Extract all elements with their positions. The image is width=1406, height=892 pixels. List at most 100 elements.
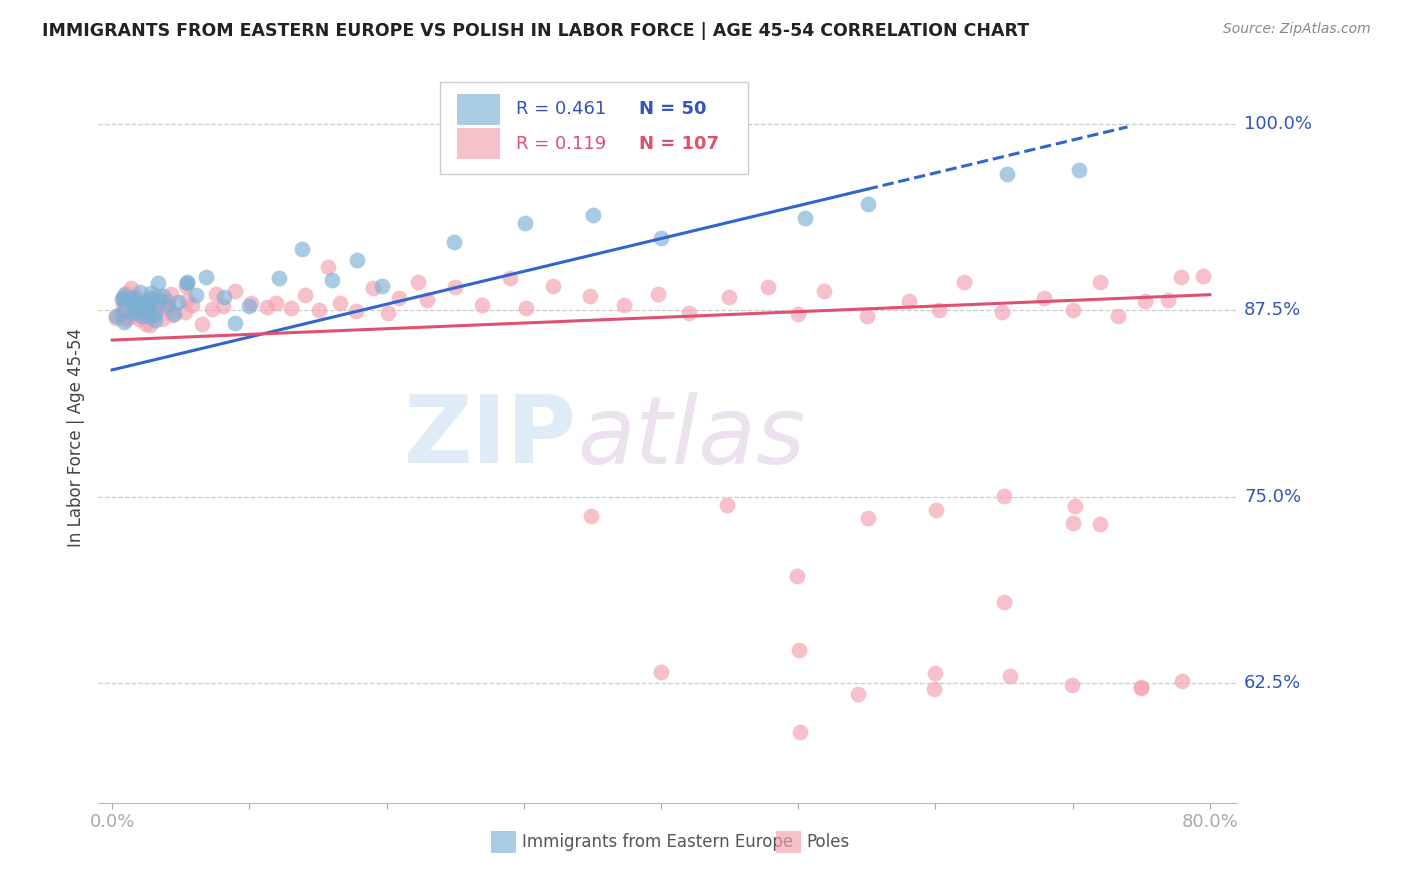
Text: IMMIGRANTS FROM EASTERN EUROPE VS POLISH IN LABOR FORCE | AGE 45-54 CORRELATION : IMMIGRANTS FROM EASTERN EUROPE VS POLISH… [42, 22, 1029, 40]
Point [138, 309, 160, 323]
Point [1129, 681, 1152, 695]
Point [148, 301, 170, 315]
Point [143, 312, 166, 326]
Point [1107, 309, 1129, 323]
Point [162, 307, 184, 321]
FancyBboxPatch shape [457, 128, 501, 159]
Point [541, 279, 564, 293]
Text: R = 0.461: R = 0.461 [516, 101, 606, 119]
Point [127, 297, 149, 311]
Point [152, 289, 174, 303]
Point [650, 231, 672, 245]
Point [150, 311, 173, 326]
Point [138, 303, 160, 318]
Point [167, 295, 190, 310]
Point [1062, 303, 1084, 318]
Point [212, 300, 235, 314]
Point [1171, 673, 1194, 688]
Point [371, 279, 394, 293]
Point [114, 285, 136, 300]
Point [128, 285, 150, 299]
Point [239, 296, 262, 310]
Point [998, 669, 1021, 683]
Point [105, 311, 128, 326]
Point [143, 301, 166, 316]
Point [991, 305, 1014, 319]
Point [613, 298, 636, 312]
Point [115, 312, 138, 326]
Point [993, 489, 1015, 503]
Point [146, 298, 169, 312]
Point [1062, 516, 1084, 530]
Text: ZIP: ZIP [404, 391, 576, 483]
Point [789, 725, 811, 739]
Point [110, 307, 132, 321]
Text: 75.0%: 75.0% [1244, 488, 1302, 506]
Point [813, 284, 835, 298]
Text: Immigrants from Eastern Europe: Immigrants from Eastern Europe [522, 832, 793, 851]
Text: 100.0%: 100.0% [1244, 114, 1312, 133]
Point [122, 306, 145, 320]
Point [128, 311, 150, 326]
Point [294, 287, 316, 301]
Point [195, 269, 218, 284]
Text: atlas: atlas [576, 392, 806, 483]
Text: Source: ZipAtlas.com: Source: ZipAtlas.com [1223, 22, 1371, 37]
Point [117, 310, 139, 324]
Point [205, 287, 228, 301]
Point [125, 290, 148, 304]
Point [125, 300, 148, 314]
Point [114, 315, 136, 329]
Point [181, 298, 204, 312]
Point [139, 291, 162, 305]
Point [416, 293, 439, 307]
Point [678, 306, 700, 320]
Point [928, 302, 950, 317]
Point [224, 316, 246, 330]
Point [786, 568, 808, 582]
Y-axis label: In Labor Force | Age 45-54: In Labor Force | Age 45-54 [66, 327, 84, 547]
Point [515, 216, 537, 230]
Point [1090, 275, 1112, 289]
Point [1157, 293, 1180, 307]
Point [145, 295, 167, 310]
Point [121, 301, 143, 315]
Point [190, 317, 212, 331]
Point [787, 642, 810, 657]
Point [141, 286, 163, 301]
Point [125, 304, 148, 318]
Point [145, 299, 167, 313]
Text: N = 107: N = 107 [640, 135, 720, 153]
Point [280, 301, 302, 315]
Text: R = 0.119: R = 0.119 [516, 135, 606, 153]
Point [363, 281, 385, 295]
Point [952, 276, 974, 290]
Point [157, 301, 180, 316]
Point [1060, 678, 1083, 692]
Point [112, 303, 135, 318]
Point [125, 301, 148, 316]
Point [214, 290, 236, 304]
Point [471, 298, 494, 312]
Point [579, 508, 602, 523]
Point [291, 242, 314, 256]
Point [128, 306, 150, 320]
Point [136, 294, 159, 309]
Point [121, 291, 143, 305]
Point [756, 279, 779, 293]
Point [256, 300, 278, 314]
Bar [491, 830, 516, 853]
Point [1033, 291, 1056, 305]
Point [156, 297, 179, 311]
Point [132, 310, 155, 324]
Point [132, 293, 155, 308]
Point [135, 317, 157, 331]
Point [135, 302, 157, 317]
Point [856, 511, 879, 525]
FancyBboxPatch shape [457, 94, 501, 125]
Point [122, 292, 145, 306]
Point [793, 211, 815, 225]
Text: 87.5%: 87.5% [1244, 301, 1302, 319]
Point [162, 308, 184, 322]
Point [856, 197, 879, 211]
